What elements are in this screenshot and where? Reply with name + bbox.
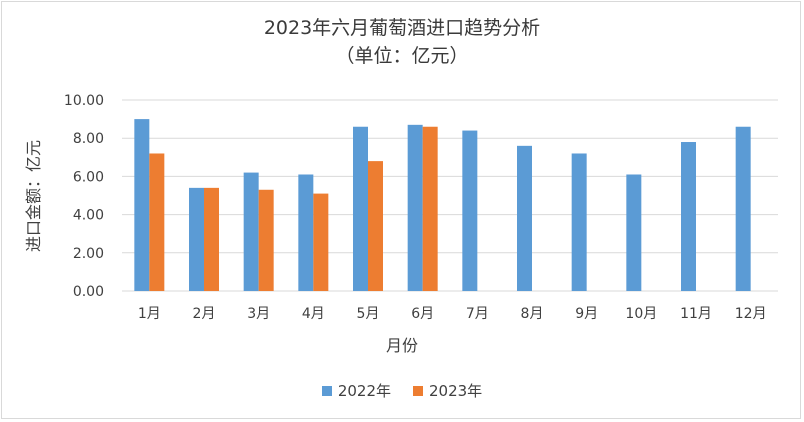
bar-2023年-1月	[149, 153, 165, 291]
x-tick-label: 2月	[193, 306, 216, 322]
legend: 2022年 2023年	[0, 380, 804, 401]
chart-title: 2023年六月葡萄酒进口趋势分析	[263, 17, 541, 39]
x-tick-label: 9月	[575, 306, 598, 322]
y-tick-label: 8.00	[73, 131, 104, 147]
bar-2022年-6月	[407, 124, 423, 291]
x-tick-label: 1月	[138, 306, 161, 322]
x-tick-label: 7月	[466, 306, 489, 322]
x-tick-label: 11月	[680, 306, 712, 322]
bar-2022年-7月	[462, 130, 478, 291]
x-tick-label: 12月	[735, 306, 767, 322]
y-tick-label: 10.00	[64, 93, 104, 109]
bar-2022年-8月	[517, 145, 532, 291]
y-tick-label: 2.00	[73, 246, 104, 262]
x-tick-label: 5月	[357, 306, 380, 322]
x-tick-label: 8月	[521, 306, 544, 322]
bar-2022年-5月	[353, 126, 368, 292]
bar-2023年-3月	[258, 189, 274, 291]
bar-2022年-2月	[189, 187, 204, 291]
x-tick-label: 3月	[247, 306, 270, 322]
bar-2022年-12月	[735, 126, 751, 292]
x-axis-label: 月份	[385, 336, 418, 355]
y-tick-label: 0.00	[73, 284, 104, 300]
bar-2022年-9月	[571, 153, 587, 291]
bar-2022年-1月	[134, 119, 150, 291]
legend-swatch-2023	[413, 385, 423, 396]
chart-subtitle: （单位：亿元）	[335, 45, 469, 67]
bar-2023年-5月	[368, 161, 383, 291]
legend-item-2023: 2023年	[413, 380, 482, 401]
y-tick-label: 4.00	[73, 208, 104, 224]
bar-2022年-10月	[626, 174, 642, 291]
x-tick-label: 10月	[625, 306, 657, 322]
bar-2023年-6月	[422, 126, 438, 292]
y-tick-label: 6.00	[73, 169, 104, 185]
legend-label-2023: 2023年	[429, 382, 483, 400]
bar-2023年-4月	[313, 193, 329, 291]
legend-item-2022: 2022年	[321, 380, 391, 401]
bar-2022年-4月	[298, 174, 314, 291]
bar-2022年-11月	[681, 142, 696, 291]
legend-swatch-2022	[321, 385, 332, 396]
legend-label-2022: 2022年	[337, 382, 391, 400]
bar-2023年-2月	[204, 187, 219, 291]
x-tick-label: 4月	[302, 306, 325, 322]
bar-2022年-3月	[243, 172, 259, 291]
x-tick-label: 6月	[411, 306, 434, 322]
